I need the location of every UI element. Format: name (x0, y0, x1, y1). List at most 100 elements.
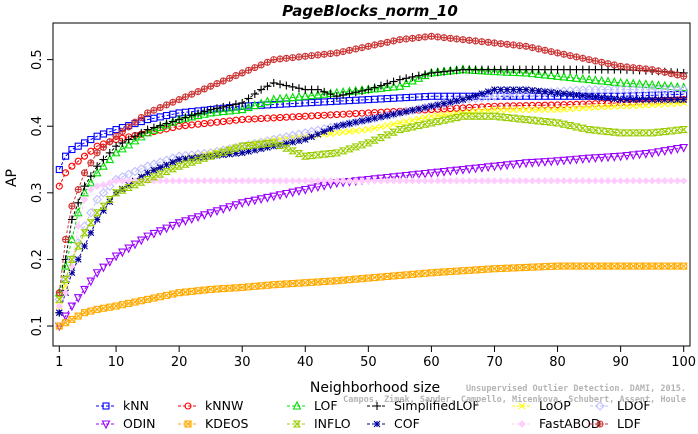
data-point (345, 177, 354, 185)
data-point (490, 39, 499, 47)
data-point (598, 103, 606, 111)
data-point (628, 151, 638, 161)
data-point (478, 90, 486, 97)
data-point (212, 150, 222, 158)
data-point (415, 115, 423, 123)
data-point (206, 209, 216, 219)
data-point (628, 129, 638, 137)
data-point (496, 66, 506, 76)
legend-marker (596, 420, 604, 428)
data-point (74, 198, 83, 207)
series-line (58, 35, 684, 293)
data-point (553, 119, 562, 127)
data-point (440, 34, 448, 42)
data-point (308, 133, 315, 141)
legend-label: SimplifiedLOF (394, 398, 480, 413)
data-point (421, 70, 430, 79)
data-point (125, 123, 133, 131)
data-point (364, 139, 373, 147)
data-point (579, 54, 587, 62)
data-point (137, 297, 145, 305)
data-point (610, 262, 618, 270)
data-point (188, 177, 196, 185)
data-point (55, 309, 63, 317)
data-point (263, 58, 271, 66)
data-point (446, 177, 455, 185)
data-point (389, 128, 398, 136)
data-point (199, 109, 209, 118)
data-point (270, 281, 278, 289)
legend-label: LDOF (617, 398, 651, 413)
data-point (163, 161, 170, 169)
data-point (541, 88, 549, 95)
data-point (389, 173, 398, 183)
data-point (352, 127, 360, 135)
data-point (67, 215, 76, 224)
data-point (629, 96, 637, 103)
data-point (672, 84, 683, 95)
legend-item-kdeos: KDEOS (178, 416, 249, 431)
series-line (58, 180, 684, 307)
data-point (515, 115, 525, 123)
data-point (118, 186, 127, 194)
legend-label: kNN (123, 398, 149, 413)
data-point (535, 45, 543, 53)
data-point (433, 118, 443, 126)
data-point (144, 109, 152, 117)
data-point (616, 152, 626, 162)
data-point (87, 147, 95, 155)
data-point (207, 82, 215, 90)
data-point (376, 174, 386, 184)
data-point (62, 235, 70, 243)
data-point (465, 94, 473, 101)
data-point (370, 83, 379, 92)
data-point (573, 91, 580, 99)
data-point (565, 122, 575, 130)
data-point (169, 98, 177, 106)
data-point (143, 232, 152, 242)
data-point (527, 68, 537, 78)
data-point (326, 177, 335, 185)
data-point (667, 96, 675, 103)
data-point (358, 117, 366, 125)
data-point (168, 117, 177, 126)
data-point (604, 94, 612, 102)
data-point (547, 88, 555, 96)
data-point (144, 169, 151, 177)
data-point (610, 177, 619, 185)
data-point (181, 93, 189, 101)
data-point (269, 192, 279, 202)
data-point (118, 301, 126, 309)
data-point (623, 177, 631, 185)
x-tick-label: 10 (108, 355, 125, 370)
data-point (377, 40, 385, 48)
data-point (162, 177, 171, 185)
data-point (616, 177, 625, 185)
data-point (439, 116, 449, 124)
data-point (263, 82, 272, 91)
data-point (459, 36, 467, 44)
data-point (477, 65, 487, 75)
data-point (282, 81, 291, 90)
data-point (452, 66, 461, 75)
data-point (591, 75, 600, 84)
data-point (295, 177, 303, 185)
data-point (276, 177, 284, 185)
data-point (294, 149, 304, 158)
data-point (635, 64, 644, 72)
legend-label: INFLO (314, 416, 351, 431)
data-point (636, 96, 643, 103)
data-point (635, 150, 644, 160)
data-point (92, 209, 102, 217)
data-point (522, 106, 530, 113)
data-point (547, 106, 555, 113)
data-point (610, 95, 618, 103)
data-point (628, 84, 639, 95)
data-point (560, 105, 568, 113)
data-point (603, 84, 613, 95)
data-point (282, 134, 290, 142)
data-point (345, 276, 353, 284)
data-point (408, 177, 417, 185)
data-point (680, 262, 688, 270)
data-point (282, 144, 291, 152)
